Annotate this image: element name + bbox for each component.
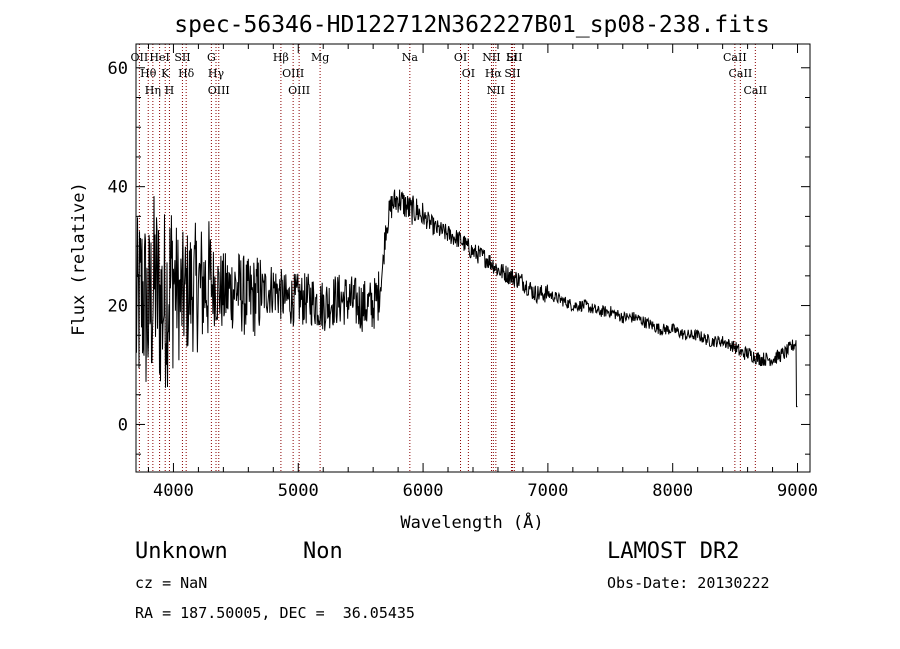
x-tick-label: 5000 xyxy=(278,481,319,501)
line-label: Hη xyxy=(145,84,161,97)
line-label: OI xyxy=(462,67,475,80)
chart-title: spec-56346-HD122712N362227B01_sp08-238.f… xyxy=(174,12,769,38)
line-label: NII xyxy=(487,84,505,97)
spectral-line-labels: OII Hθ Hη HeI KH SII Hδ G Hγ OIII Hβ OIII OIII Mg Na OI… xyxy=(131,51,768,97)
plot-frame xyxy=(135,43,811,473)
line-label: OIII xyxy=(282,67,304,80)
x-axis: 4000 5000 6000 7000 8000 9000 xyxy=(147,44,818,501)
line-label: CaII xyxy=(723,51,747,64)
x-tick-label: 7000 xyxy=(527,481,568,501)
line-label: Na xyxy=(402,51,419,64)
line-label: SII xyxy=(504,67,520,80)
line-label: Hα xyxy=(485,67,503,80)
line-label: Hθ xyxy=(140,67,157,80)
line-label: SII xyxy=(506,51,522,64)
line-label: CaII xyxy=(743,84,767,97)
object-subclass: Non xyxy=(303,539,343,564)
survey-name: LAMOST DR2 xyxy=(607,539,740,564)
line-label: OIII xyxy=(288,84,310,97)
x-tick-label: 9000 xyxy=(777,481,818,501)
line-label: Hδ xyxy=(178,67,195,80)
line-label: OIII xyxy=(208,84,230,97)
line-label: HeI xyxy=(149,51,169,64)
y-axis: 0 20 40 60 xyxy=(108,59,810,455)
line-label: Hβ xyxy=(273,51,289,64)
y-tick-label: 60 xyxy=(108,59,128,79)
x-axis-label: Wavelength (Å) xyxy=(400,511,543,533)
spectrum-line xyxy=(135,189,798,408)
spectral-line-markers xyxy=(138,44,756,472)
x-tick-label: 4000 xyxy=(153,481,194,501)
line-label: Hγ xyxy=(208,67,225,80)
line-label: OI xyxy=(454,51,467,64)
y-tick-label: 40 xyxy=(108,178,128,198)
line-label: Li xyxy=(506,51,517,64)
y-tick-label: 0 xyxy=(118,415,128,435)
line-label: OII xyxy=(131,51,149,64)
obs-date-text: Obs-Date: 20130222 xyxy=(607,574,770,592)
x-tick-label: 6000 xyxy=(403,481,444,501)
line-label: CaII xyxy=(729,67,753,80)
x-tick-label: 8000 xyxy=(652,481,693,501)
y-tick-label: 20 xyxy=(108,297,128,317)
redshift-text: cz = NaN xyxy=(135,574,208,592)
y-axis-label: Flux (relative) xyxy=(69,182,89,336)
line-label: SII xyxy=(174,51,190,64)
line-label: Mg xyxy=(311,51,329,64)
object-class: Unknown xyxy=(135,539,228,564)
line-label: K xyxy=(161,67,170,80)
line-label: NII xyxy=(482,51,500,64)
radec-text: RA = 187.50005, DEC = 36.05435 xyxy=(135,604,415,622)
line-label: G xyxy=(207,51,216,64)
line-label: H xyxy=(165,84,175,97)
